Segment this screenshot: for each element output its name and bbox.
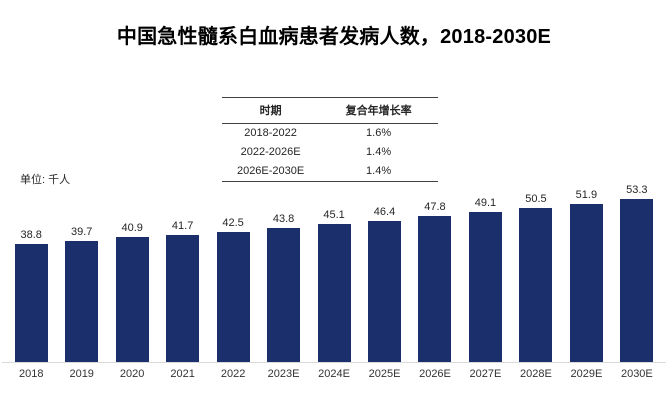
bar-chart: 38.8 39.7 40.9 41.7 42.5 43.8 45.1 46.4 47.8 49.1… [0,184,668,400]
bar-column: 43.8 [258,213,308,362]
bar [166,234,200,362]
cagr-table-header: 时期 复合年增长率 [222,98,438,124]
cagr-table: 时期 复合年增长率 2018-2022 1.6% 2022-2026E 1.4% 202… [222,97,438,182]
cagr-period-cell: 2022-2026E [240,146,301,158]
bar-column: 42.5 [208,217,258,362]
bar [14,243,48,362]
year-label: 2022 [220,368,246,380]
year-label: 2023E [267,368,300,380]
bar [569,203,603,362]
bar-column: 49.1 [460,197,510,362]
bar-value-label: 45.1 [323,209,345,222]
bar-value-label: 50.5 [525,193,547,205]
year-label: 2027E [469,368,502,380]
bar-column: 39.7 [56,226,106,362]
cagr-value-cell: 1.6% [366,127,392,139]
cagr-table-header-period: 时期 [259,105,282,117]
cagr-table-header-cagr: 复合年增长率 [345,105,412,117]
cagr-table-row: 2018-2022 1.6% [222,124,438,143]
bar-column: 46.4 [359,205,409,362]
bar-value-label: 40.9 [121,222,143,235]
cagr-table-body: 2018-2022 1.6% 2022-2026E 1.4% 2026E-2030E 1.… [222,124,438,181]
bar-value-label: 49.1 [474,197,497,210]
year-label: 2018 [18,368,44,380]
cagr-table-row: 2026E-2030E 1.4% [222,162,438,181]
bar-value-label: 42.5 [222,217,244,230]
cagr-period-cell: 2026E-2030E [236,165,305,177]
bar [216,232,250,362]
cagr-value-cell: 1.4% [366,165,392,177]
year-label: 2026E [419,368,451,380]
bar [65,240,99,362]
bar [468,212,502,362]
bar-value-label: 47.8 [424,201,446,214]
bar-value-label: 41.7 [171,219,194,232]
bar-column: 41.7 [157,220,207,362]
cagr-period-cell: 2018-2022 [244,127,297,139]
bar-column: 40.9 [107,222,157,362]
bar-column: 51.9 [561,189,611,362]
cagr-value-cell: 1.4% [366,146,392,158]
bar-column: 45.1 [309,209,359,362]
bar-column: 50.5 [511,193,561,362]
bar [620,199,654,362]
bar-value-label: 53.3 [626,184,648,197]
year-label: 2019 [69,368,94,380]
bar-column: 47.8 [410,201,460,362]
year-label: 2024E [318,368,350,380]
bar [418,216,452,362]
year-label: 2021 [170,368,195,380]
bar-value-label: 46.4 [373,205,396,218]
bar-value-label: 39.7 [70,225,93,238]
chart-title: 中国急性髓系白血病患者发病人数，2018-2030E [116,26,552,48]
bar [317,224,351,362]
plot-area: 38.8 39.7 40.9 41.7 42.5 43.8 45.1 46.4 47.8 49.1… [6,184,662,362]
year-label: 2029E [570,368,603,380]
x-axis-line [2,362,666,363]
year-label: 2030E [620,368,653,380]
x-axis-labels: 2018 2019 2020 2021 2022 2023E 2024E 2025E 2026E… [6,368,662,384]
year-label: 2020 [119,368,145,380]
bar-value-label: 51.9 [575,188,598,201]
year-label: 2025E [368,368,401,380]
bar-column: 53.3 [612,184,662,362]
bar-value-label: 43.8 [272,213,295,226]
bar [368,220,402,362]
bar-value-label: 38.8 [20,228,42,241]
cagr-table-row: 2022-2026E 1.4% [222,143,438,162]
bar [267,228,301,362]
bar [519,208,553,362]
bar-column: 38.8 [6,229,56,362]
unit-label: 单位: 千人 [20,174,71,186]
year-label: 2028E [520,368,552,380]
bar [115,237,149,362]
